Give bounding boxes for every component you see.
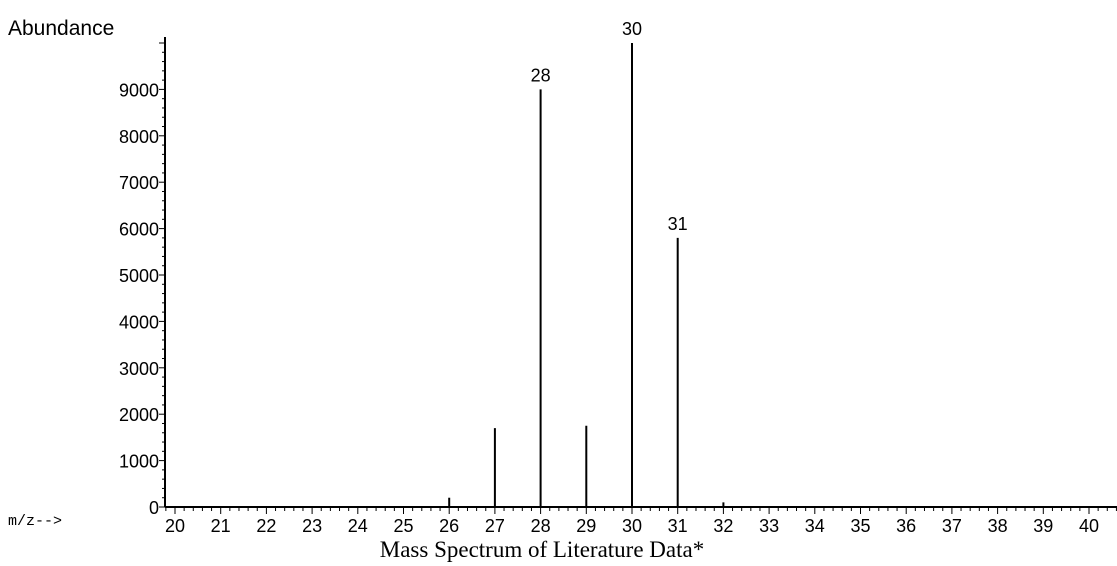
x-tick-label: 36 [896, 516, 916, 536]
peak-labels: 28 30 31 [531, 19, 688, 234]
x-tick-label: 24 [348, 516, 368, 536]
x-tick-label: 26 [439, 516, 459, 536]
x-tick-label: 38 [988, 516, 1008, 536]
x-tick-label: 29 [576, 516, 596, 536]
y-tick-label: 2000 [119, 405, 159, 425]
x-tick-label: 22 [256, 516, 276, 536]
peak-label-28: 28 [531, 65, 551, 85]
y-tick-label: 4000 [119, 312, 159, 332]
x-tick-label: 32 [713, 516, 733, 536]
x-tick-label: 35 [850, 516, 870, 536]
y-tick-label: 0 [149, 498, 159, 518]
y-tick-label: 6000 [119, 220, 159, 240]
x-tick-label: 25 [393, 516, 413, 536]
x-tick-label: 37 [942, 516, 962, 536]
y-tick-label: 1000 [119, 452, 159, 472]
x-ticks: 20 21 22 23 24 25 26 27 28 29 30 31 32 33 34 35 36 37 38 39… [165, 507, 1117, 536]
y-axis-label: Abundance [8, 17, 114, 40]
x-tick-label: 39 [1033, 516, 1053, 536]
x-tick-label: 23 [302, 516, 322, 536]
x-tick-label: 28 [531, 516, 551, 536]
x-tick-label: 33 [759, 516, 779, 536]
y-tick-label: 8000 [119, 127, 159, 147]
x-tick-label: 30 [622, 516, 642, 536]
chart-caption: Mass Spectrum of Literature Data* [380, 537, 704, 562]
y-tick-label: 5000 [119, 266, 159, 286]
x-tick-label: 31 [668, 516, 688, 536]
x-tick-label: 34 [805, 516, 825, 536]
peak-label-30: 30 [622, 19, 642, 39]
x-tick-label: 21 [211, 516, 231, 536]
y-tick-label: 9000 [119, 80, 159, 100]
peak-label-31: 31 [668, 214, 688, 234]
peaks [448, 43, 725, 507]
x-tick-label: 20 [165, 516, 185, 536]
y-tick-label: 3000 [119, 359, 159, 379]
y-tick-label: 7000 [119, 173, 159, 193]
x-tick-label: 27 [485, 516, 505, 536]
x-tick-label: 40 [1079, 516, 1099, 536]
x-axis-label: m/z--> [8, 513, 62, 530]
y-ticks: 0 1000 2000 3000 4000 5000 6000 7000 8000 9000 [119, 42, 165, 518]
